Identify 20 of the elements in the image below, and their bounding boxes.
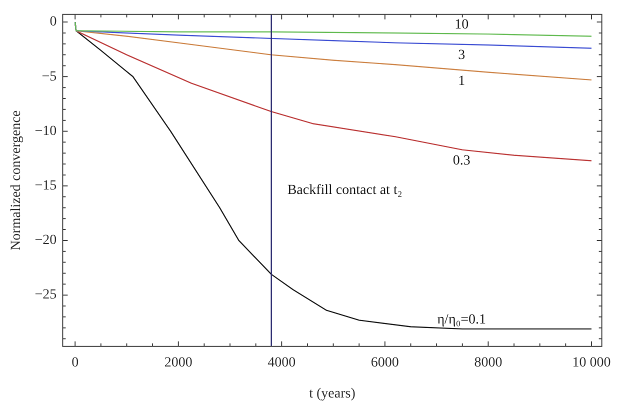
y-tick-label: −5	[42, 69, 57, 84]
series-label: 1	[458, 74, 466, 89]
y-tick-label: −20	[34, 233, 57, 248]
y-tick-label: −15	[34, 178, 57, 194]
series-label: η/η₀=0.1	[437, 312, 486, 328]
y-tick-label: 0	[50, 14, 57, 30]
y-tick-label: −25	[34, 288, 57, 303]
series-label: 3	[458, 48, 466, 64]
x-tick-label: 8000	[474, 355, 502, 370]
x-axis-title: t (years)	[309, 386, 356, 402]
x-tick-label: 10 000	[572, 355, 611, 370]
series-label: 0.3	[452, 153, 470, 168]
x-tick-label: 4000	[268, 355, 296, 370]
x-tick-label: 0	[72, 355, 79, 370]
x-tick-label: 6000	[370, 355, 399, 370]
y-tick-label: −10	[34, 124, 57, 139]
series-label: 10	[454, 17, 469, 32]
x-tick-label: 2000	[164, 355, 192, 370]
ref-line-label: Backfill contact at t₂	[287, 183, 402, 198]
y-axis-title: Normalized convergence	[9, 110, 24, 250]
